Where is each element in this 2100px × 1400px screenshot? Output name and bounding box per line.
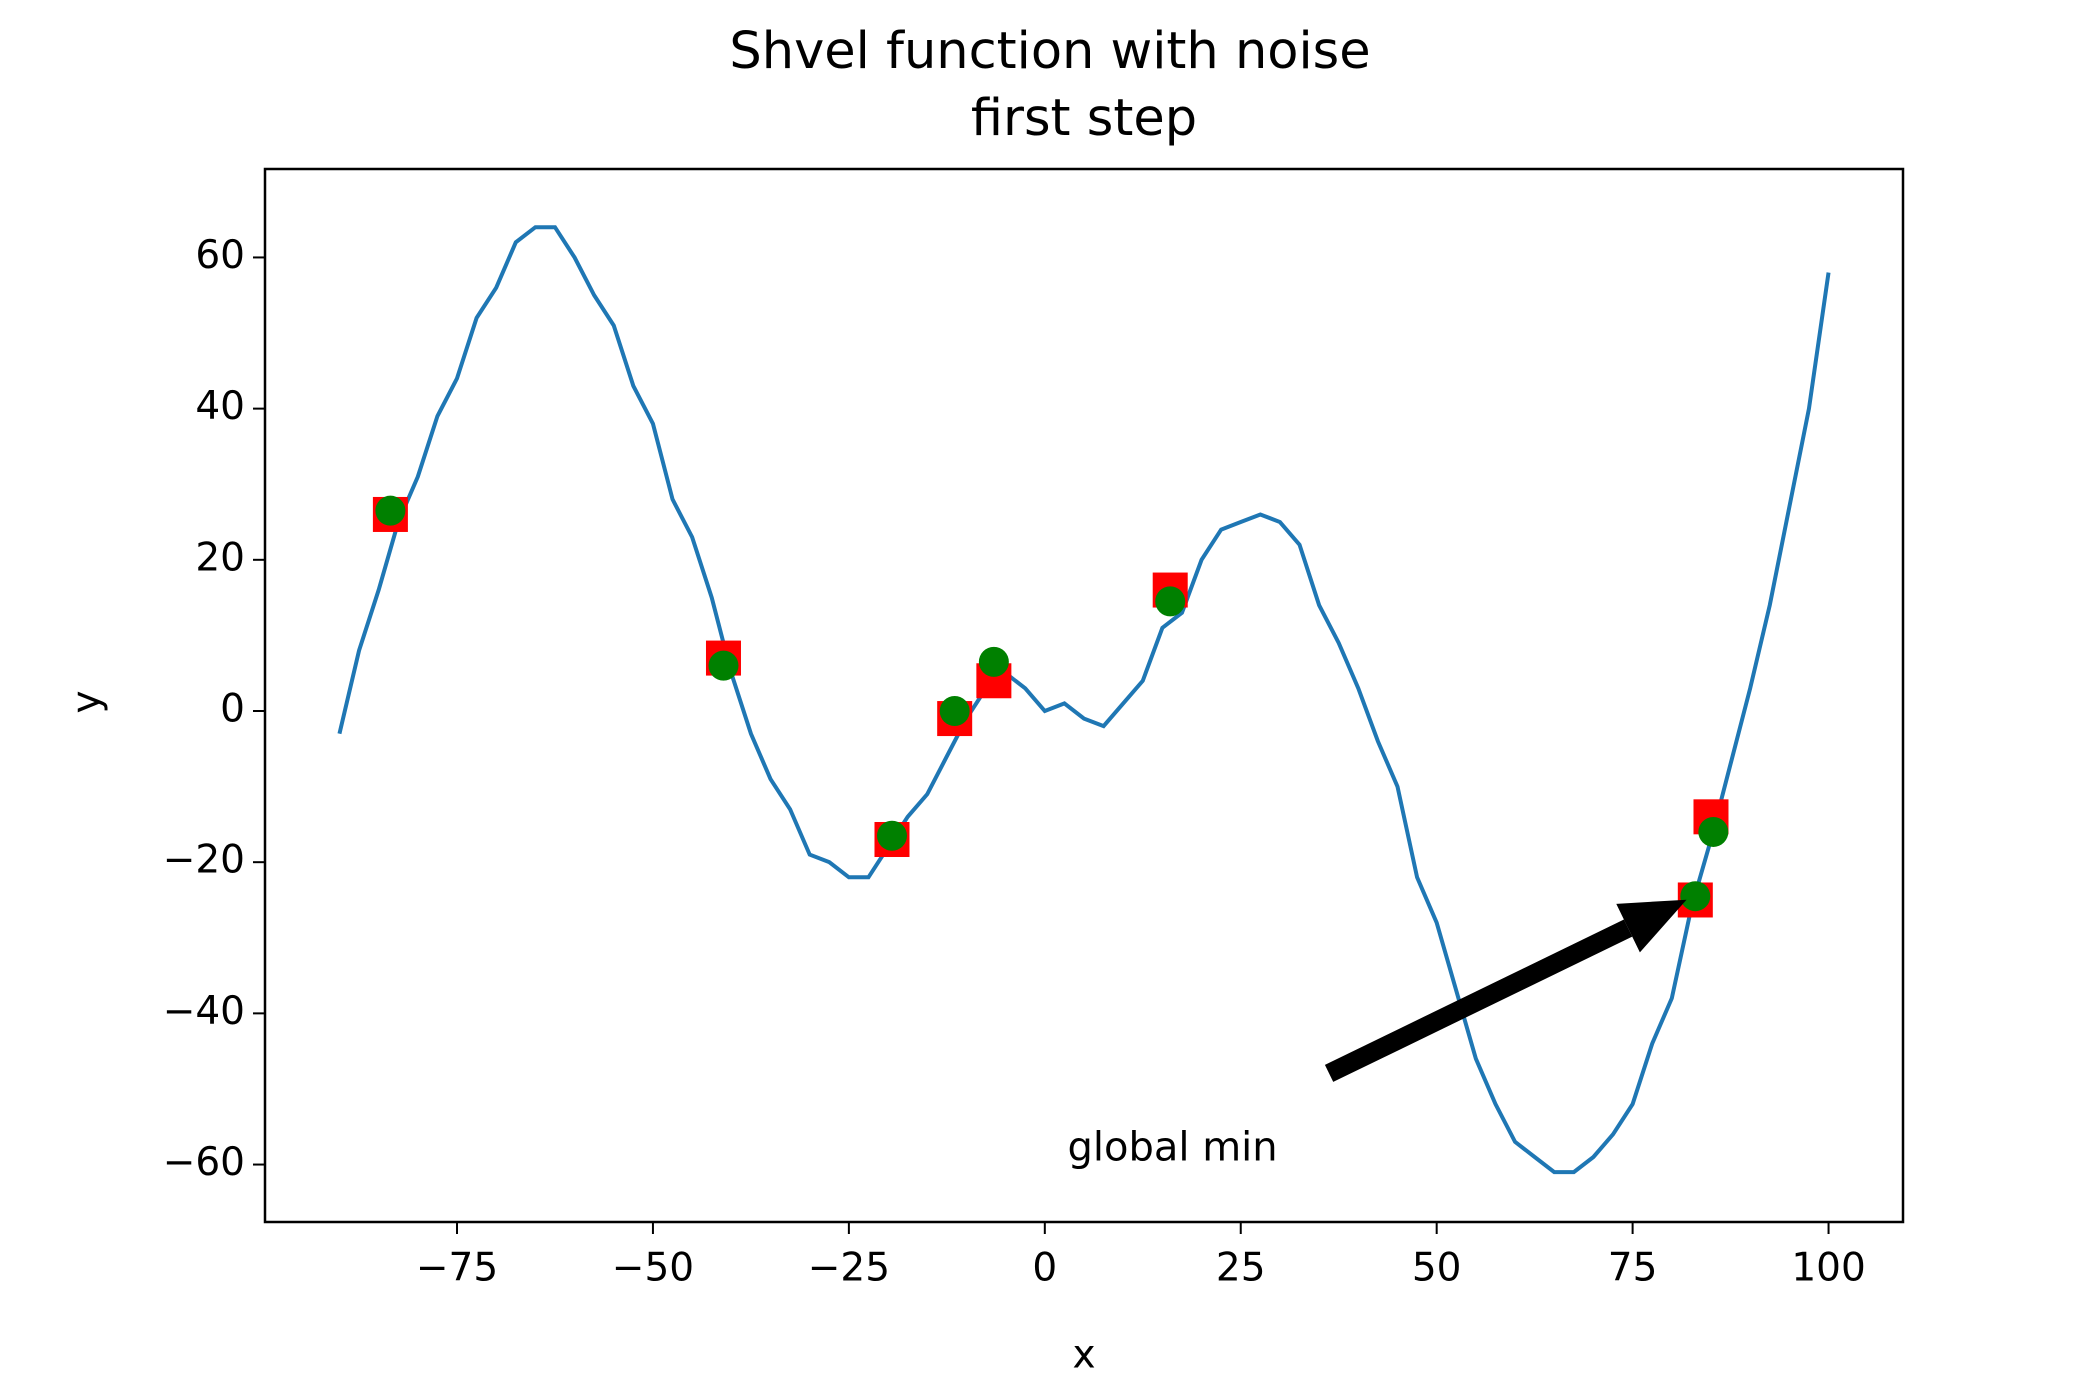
- dot-marker: [1698, 816, 1729, 847]
- y-tick-label: 40: [195, 384, 245, 429]
- x-tick-label: 50: [1412, 1246, 1462, 1291]
- chart-subtitle: first step: [971, 89, 1197, 148]
- x-tick-label: 25: [1216, 1246, 1266, 1291]
- x-tick-label: −75: [416, 1246, 498, 1291]
- annotation-arrow-head: [1616, 899, 1687, 953]
- y-tick-label: −60: [163, 1140, 245, 1185]
- annotation-text: global min: [1067, 1124, 1277, 1170]
- dot-marker: [876, 820, 907, 851]
- y-tick-label: 20: [195, 535, 245, 580]
- y-tick-label: 60: [195, 233, 245, 278]
- data-line: [337, 225, 1831, 1175]
- x-tick-label: 100: [1791, 1246, 1865, 1291]
- x-axis-label: x: [1072, 1333, 1095, 1378]
- y-tick-label: −20: [163, 838, 245, 883]
- dot-marker: [939, 695, 970, 726]
- dot-marker: [1155, 586, 1186, 617]
- chart-title: Shvel function with noise: [729, 22, 1370, 81]
- dot-marker: [978, 646, 1009, 677]
- x-tick-label: 75: [1608, 1246, 1658, 1291]
- x-tick-label: −25: [808, 1246, 890, 1291]
- plot-frame: [263, 167, 1905, 1224]
- x-tick-label: −50: [612, 1246, 694, 1291]
- dot-marker: [708, 650, 739, 681]
- y-tick-label: 0: [220, 686, 245, 731]
- dot-marker: [375, 495, 406, 526]
- y-tick-label: −40: [163, 989, 245, 1034]
- y-axis-label: y: [65, 690, 110, 713]
- x-tick-label: 0: [1032, 1246, 1057, 1291]
- annotation-arrow-shaft: [1324, 919, 1633, 1082]
- dot-marker: [1680, 881, 1711, 912]
